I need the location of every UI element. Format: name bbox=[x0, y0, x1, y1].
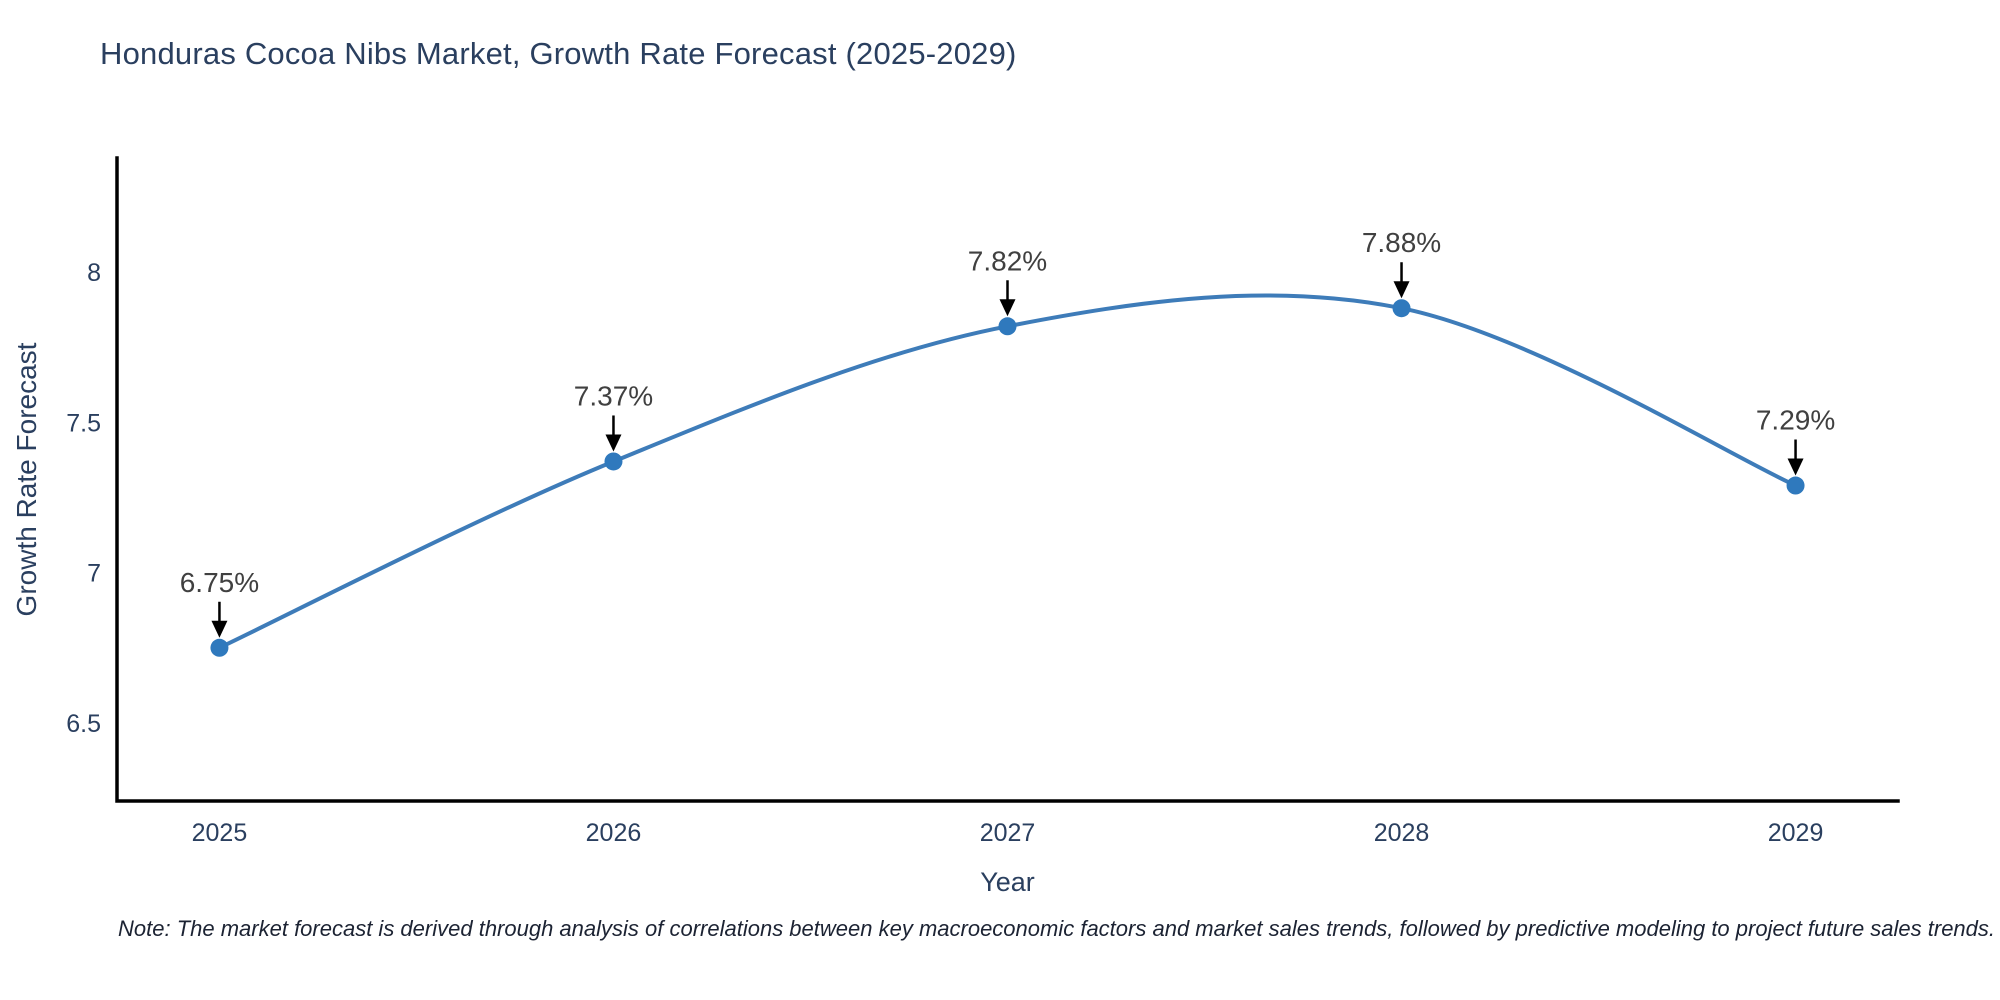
y-tick-label: 7.5 bbox=[66, 409, 101, 437]
y-tick-label: 8 bbox=[87, 259, 101, 287]
y-tick-label: 6.5 bbox=[66, 710, 101, 738]
axis-lines bbox=[115, 156, 1900, 803]
data-point-2029 bbox=[1786, 476, 1805, 495]
x-tick-label: 2029 bbox=[1768, 819, 1824, 847]
footnote: Note: The market forecast is derived thr… bbox=[118, 916, 1996, 941]
x-tick-label: 2025 bbox=[192, 819, 248, 847]
forecast-line bbox=[217, 293, 1798, 650]
x-tick-label: 2027 bbox=[980, 819, 1036, 847]
data-point-2026 bbox=[604, 452, 623, 471]
annotation-label: 7.37% bbox=[574, 380, 653, 411]
chart-title: Honduras Cocoa Nibs Market, Growth Rate … bbox=[100, 36, 1017, 71]
annotation-arrowhead bbox=[211, 620, 228, 638]
x-tick-label: 2028 bbox=[1374, 819, 1430, 847]
annotation-label: 6.75% bbox=[180, 567, 259, 598]
x-axis-title: Year bbox=[980, 867, 1035, 897]
x-tick-label: 2026 bbox=[586, 819, 642, 847]
y-tick-label: 7 bbox=[87, 560, 101, 588]
data-point-2028 bbox=[1392, 299, 1411, 318]
data-point-2027 bbox=[998, 317, 1017, 336]
annotation-label: 7.88% bbox=[1362, 227, 1441, 258]
y-axis-title: Growth Rate Forecast bbox=[11, 342, 42, 616]
annotation-arrowhead bbox=[605, 434, 622, 452]
annotation-arrowhead bbox=[999, 299, 1016, 317]
data-point-2025 bbox=[210, 638, 229, 657]
annotation-arrowhead bbox=[1393, 281, 1410, 299]
annotation-arrowhead bbox=[1787, 458, 1804, 476]
annotation-label: 7.82% bbox=[968, 245, 1047, 276]
annotation-label: 7.29% bbox=[1756, 405, 1835, 436]
